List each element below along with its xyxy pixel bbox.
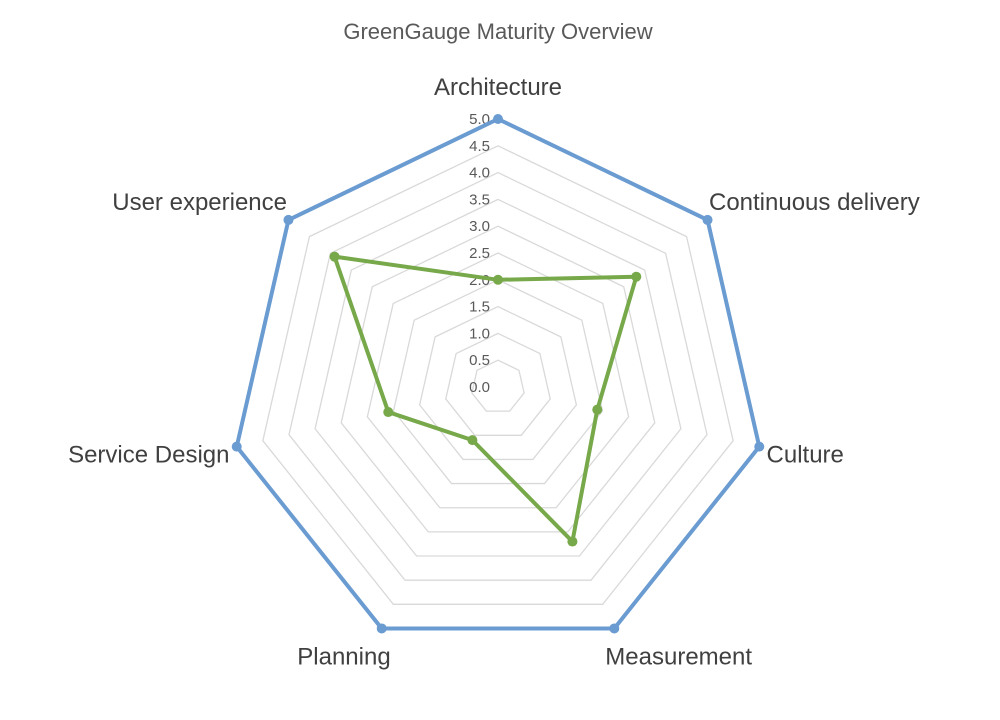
grid-layer bbox=[236, 118, 760, 630]
series-point bbox=[754, 441, 765, 452]
series-point bbox=[467, 435, 478, 446]
series-point bbox=[383, 407, 394, 418]
tick-label: 2.5 bbox=[469, 245, 490, 262]
series-point bbox=[376, 623, 387, 634]
tick-label: 0.0 bbox=[469, 379, 490, 396]
tick-labels: 0.00.51.01.52.02.53.03.54.04.55.0 bbox=[469, 111, 490, 396]
tick-label: 3.0 bbox=[469, 218, 490, 235]
series-point bbox=[493, 114, 503, 124]
series-layer bbox=[231, 114, 765, 634]
tick-label: 4.5 bbox=[469, 138, 490, 155]
grid-ring bbox=[236, 118, 760, 630]
category-label: Architecture bbox=[434, 74, 562, 101]
series-line bbox=[332, 254, 639, 544]
series-line bbox=[234, 117, 762, 631]
grid-ring bbox=[471, 359, 525, 412]
series-point bbox=[329, 251, 340, 262]
grid-ring bbox=[366, 252, 630, 509]
grid-ring bbox=[340, 225, 656, 533]
grid-ring bbox=[262, 145, 734, 605]
series-point bbox=[283, 214, 294, 225]
series-point bbox=[567, 536, 578, 547]
series-point bbox=[631, 271, 642, 282]
tick-label: 3.5 bbox=[469, 191, 490, 208]
series-point bbox=[702, 214, 713, 225]
category-label: Measurement bbox=[605, 643, 752, 670]
category-label: Continuous delivery bbox=[709, 189, 920, 216]
category-label: User experience bbox=[112, 189, 287, 216]
grid-ring bbox=[288, 171, 708, 581]
chart-title: GreenGauge Maturity Overview bbox=[343, 19, 652, 44]
grid-ring bbox=[314, 198, 682, 557]
category-label: Service Design bbox=[68, 441, 229, 468]
series-point bbox=[231, 441, 242, 452]
series-point bbox=[493, 274, 503, 285]
tick-label: 4.0 bbox=[469, 165, 490, 182]
tick-label: 1.5 bbox=[469, 299, 490, 316]
series-point bbox=[592, 404, 603, 415]
category-labels: Architecture Continuous delivery Culture Me… bbox=[68, 74, 920, 670]
series-point bbox=[609, 623, 620, 634]
tick-label: 1.0 bbox=[469, 325, 490, 342]
grid-ring bbox=[418, 305, 578, 461]
grid-ring bbox=[392, 279, 604, 485]
category-label: Planning bbox=[297, 643, 390, 670]
grid-ring bbox=[445, 332, 551, 436]
tick-label: 0.5 bbox=[469, 352, 490, 369]
category-label: Culture bbox=[767, 441, 844, 468]
